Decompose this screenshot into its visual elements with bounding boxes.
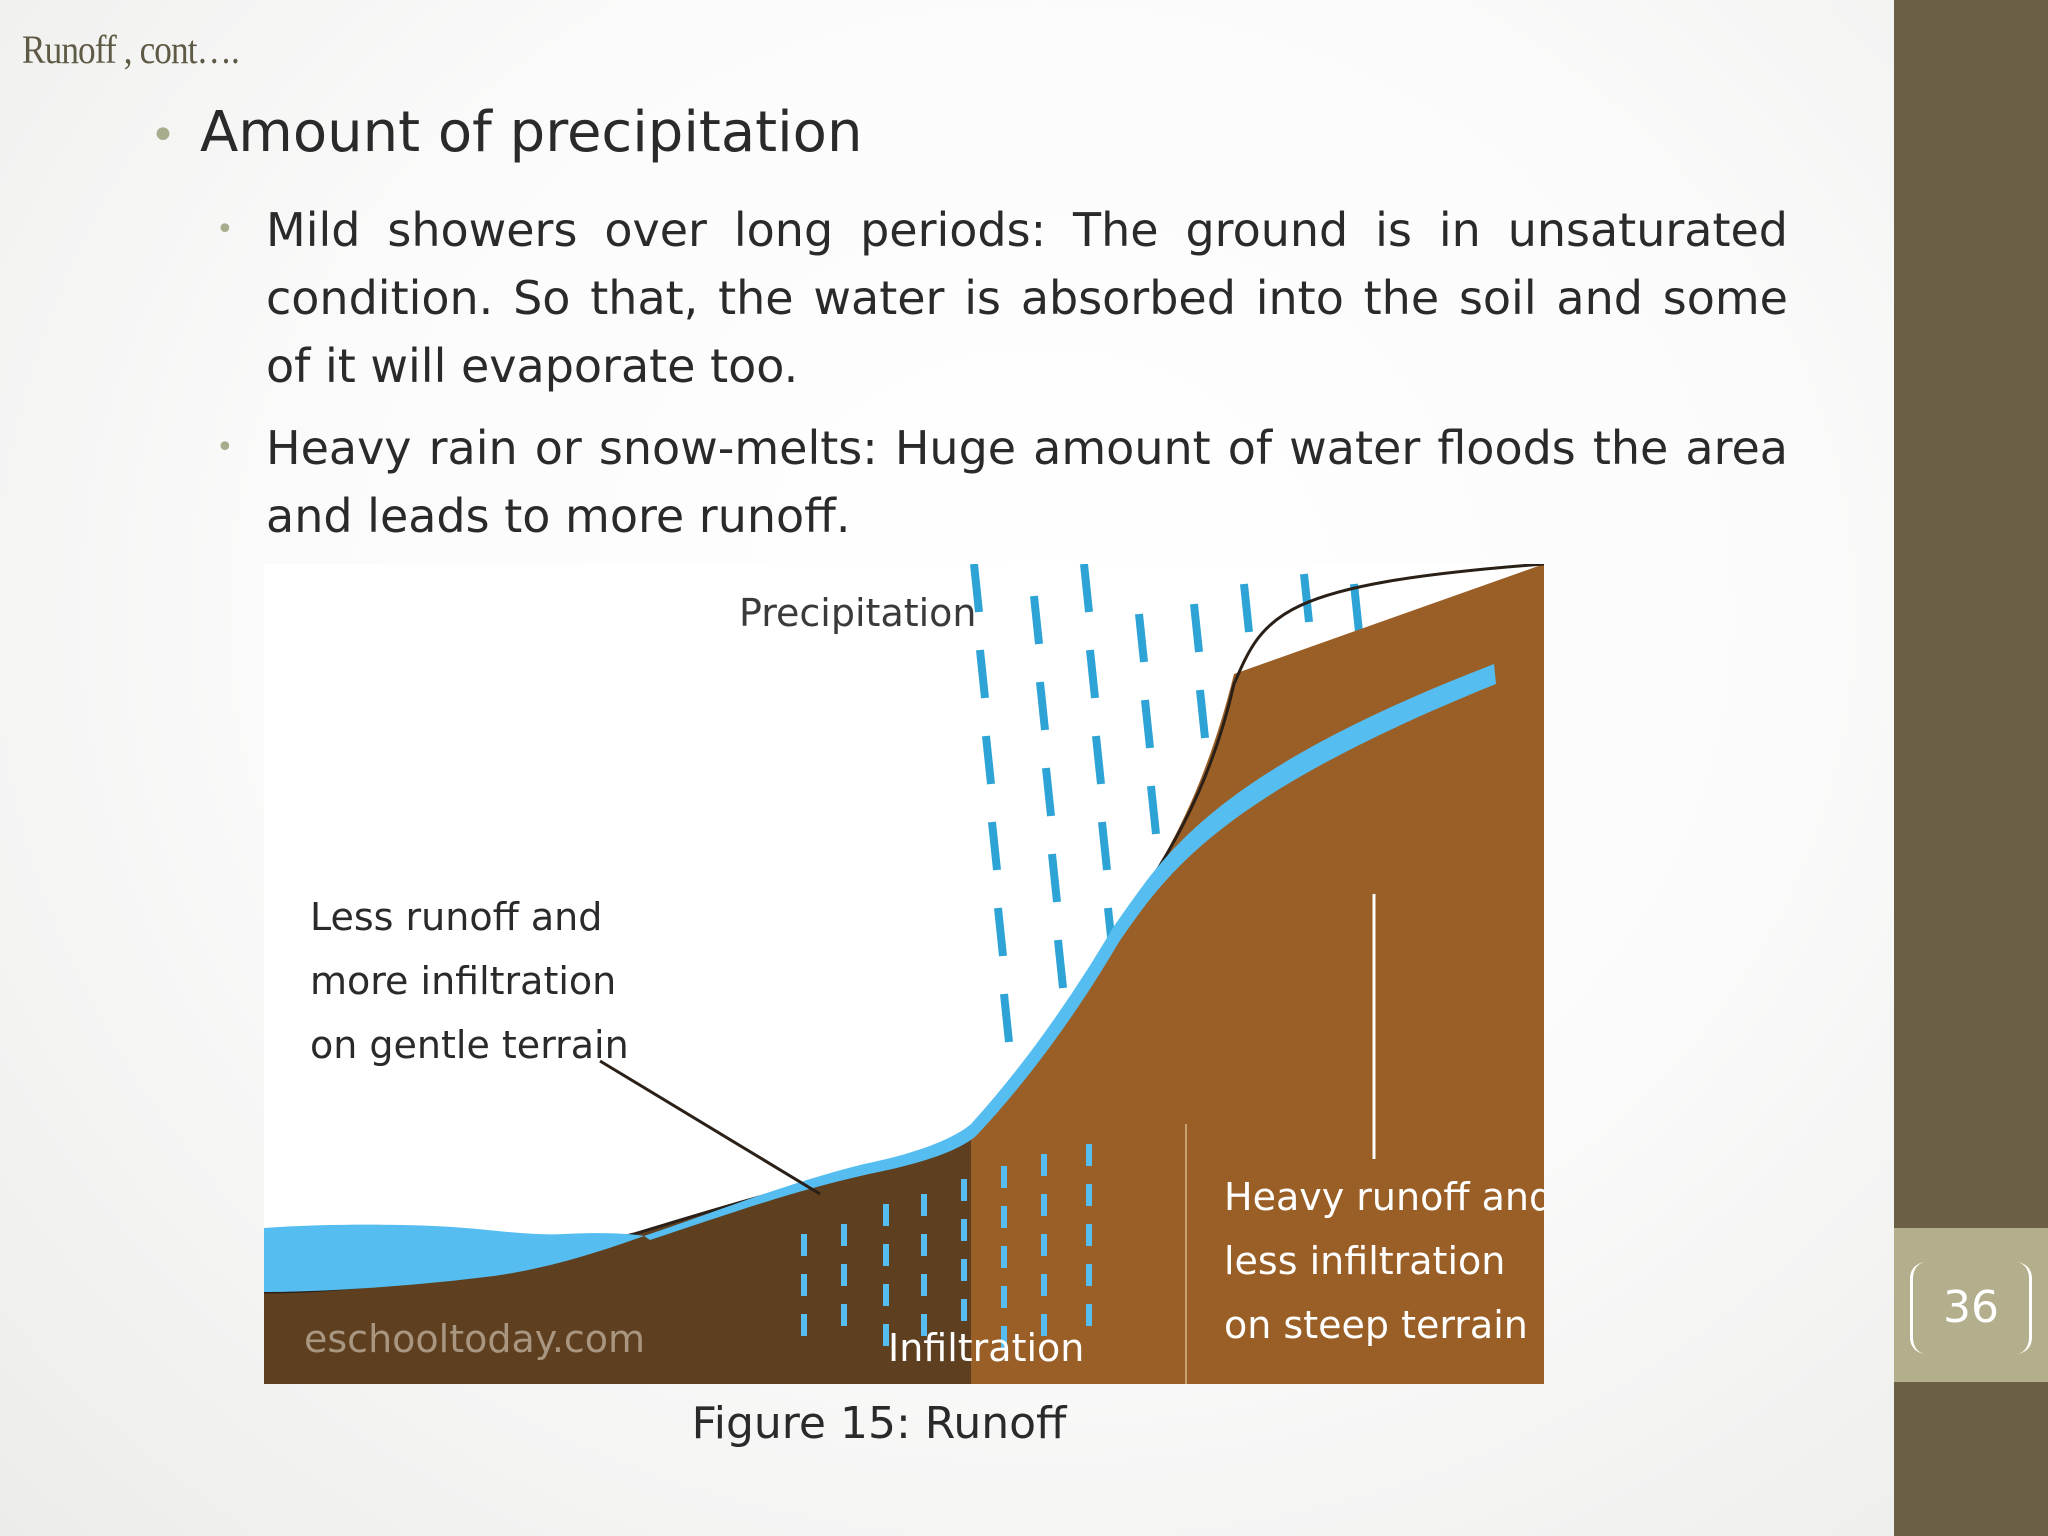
label-infiltration: Infiltration bbox=[888, 1326, 1084, 1370]
label-steep-line-2: less infiltration bbox=[1224, 1239, 1505, 1283]
rain-drop bbox=[1135, 613, 1148, 663]
rain-drop bbox=[970, 564, 983, 613]
rain-drop bbox=[1300, 573, 1313, 623]
rain-drop bbox=[1086, 649, 1099, 699]
label-gentle-line-3: on gentle terrain bbox=[310, 1023, 629, 1067]
rain-drop bbox=[1054, 939, 1067, 989]
rain-drop bbox=[1147, 785, 1160, 835]
page-number: 36 bbox=[1943, 1282, 1999, 1333]
rain-drop bbox=[982, 735, 995, 785]
surface-water-pond bbox=[264, 1224, 644, 1292]
label-gentle-line-2: more infiltration bbox=[310, 959, 616, 1003]
label-gentle-line-1: Less runoff and bbox=[310, 895, 602, 939]
label-steep-line-3: on steep terrain bbox=[1224, 1303, 1528, 1347]
main-bullet-text: Amount of precipitation bbox=[200, 100, 863, 165]
rain-drop bbox=[1048, 853, 1061, 903]
watermark-eschooltoday: eschooltoday.com bbox=[304, 1317, 645, 1361]
rain-drop bbox=[1098, 821, 1111, 871]
runoff-figure: Precipitation Less runoff and more infil… bbox=[264, 564, 1544, 1384]
bullet-dot-icon: • bbox=[216, 212, 234, 247]
gentle-terrain-soil bbox=[264, 1134, 971, 1384]
sub-bullet-text: Heavy rain or snow-melts: Huge amount of… bbox=[266, 421, 1788, 543]
rain-drop bbox=[1030, 595, 1043, 645]
rain-drop bbox=[1000, 993, 1013, 1043]
page-number-bracket bbox=[1910, 1262, 2032, 1354]
label-precipitation: Precipitation bbox=[739, 591, 977, 635]
rain-drop bbox=[1080, 564, 1093, 613]
bullet-dot-icon: • bbox=[150, 110, 176, 161]
infiltration-marks bbox=[801, 1144, 1092, 1348]
rain-drop bbox=[1190, 603, 1203, 653]
figure-caption: Figure 15: Runoff bbox=[691, 1398, 1067, 1449]
rain-drop bbox=[1350, 583, 1363, 633]
slide-header-title: Runoff , cont…. bbox=[22, 27, 240, 72]
steep-terrain-soil bbox=[971, 564, 1544, 1384]
page-number-tab bbox=[1894, 1228, 2048, 1382]
rain-drop bbox=[1196, 689, 1209, 739]
gentle-terrain-pointer-line bbox=[599, 1059, 821, 1196]
rain-drop bbox=[1036, 681, 1049, 731]
rain-drop bbox=[976, 649, 989, 699]
rain-drop bbox=[988, 821, 1001, 871]
sub-bullet-text: Mild showers over long periods: The grou… bbox=[266, 203, 1788, 393]
rain-drop bbox=[1042, 767, 1055, 817]
label-steep-line-1: Heavy runoff and bbox=[1224, 1175, 1544, 1219]
runoff-illustration: Precipitation Less runoff and more infil… bbox=[264, 564, 1544, 1384]
bullet-dot-icon: • bbox=[216, 430, 234, 465]
rain-drop bbox=[1240, 583, 1253, 633]
rain-drop bbox=[1141, 699, 1154, 749]
rain-drop bbox=[994, 907, 1007, 957]
rain-drop bbox=[1092, 735, 1105, 785]
